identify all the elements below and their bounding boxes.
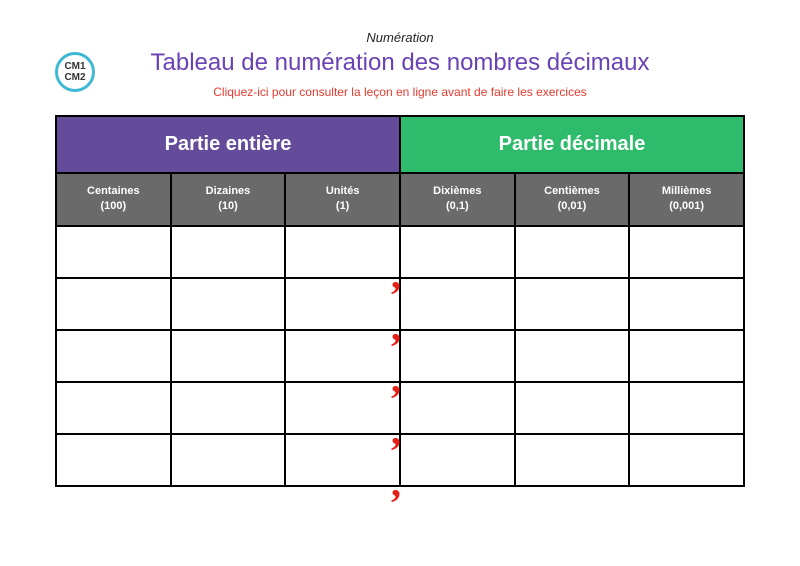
decimal-comma: , bbox=[391, 463, 401, 503]
data-cell[interactable] bbox=[629, 434, 744, 486]
col-unites: Unités(1) bbox=[285, 173, 400, 226]
section-entiere: Partie entière bbox=[56, 116, 400, 173]
section-decimale: Partie décimale bbox=[400, 116, 744, 173]
section-header-row: Partie entière Partie décimale bbox=[56, 116, 744, 173]
col-milliemes: Millièmes(0,001) bbox=[629, 173, 744, 226]
data-cell[interactable] bbox=[285, 226, 400, 278]
data-cell[interactable] bbox=[515, 226, 630, 278]
numeration-table: Partie entière Partie décimale Centaines… bbox=[55, 115, 745, 487]
decimal-comma: , bbox=[391, 307, 401, 347]
data-cell[interactable] bbox=[171, 434, 286, 486]
data-cell[interactable] bbox=[629, 330, 744, 382]
col-centaines: Centaines(100) bbox=[56, 173, 171, 226]
data-cell[interactable] bbox=[171, 226, 286, 278]
data-cell[interactable]: , bbox=[400, 330, 515, 382]
data-cell[interactable] bbox=[56, 434, 171, 486]
data-cell[interactable] bbox=[629, 226, 744, 278]
badge-line2: CM2 bbox=[64, 72, 85, 83]
data-cell[interactable] bbox=[56, 382, 171, 434]
data-cell[interactable] bbox=[285, 330, 400, 382]
col-dixiemes: Dixièmes(0,1) bbox=[400, 173, 515, 226]
data-cell[interactable] bbox=[171, 330, 286, 382]
data-cell[interactable] bbox=[285, 434, 400, 486]
column-header-row: Centaines(100) Dizaines(10) Unités(1) Di… bbox=[56, 173, 744, 226]
col-dizaines: Dizaines(10) bbox=[171, 173, 286, 226]
col-centiemes: Centièmes(0,01) bbox=[515, 173, 630, 226]
data-row: , bbox=[56, 226, 744, 278]
data-cell[interactable] bbox=[515, 382, 630, 434]
data-cell[interactable] bbox=[285, 278, 400, 330]
data-cell[interactable] bbox=[515, 434, 630, 486]
decimal-comma: , bbox=[391, 359, 401, 399]
table-container: Partie entière Partie décimale Centaines… bbox=[0, 115, 800, 487]
page-title: Tableau de numération des nombres décima… bbox=[0, 49, 800, 77]
grade-badge: CM1 CM2 bbox=[55, 52, 95, 92]
header-section: CM1 CM2 Numération Tableau de numération… bbox=[0, 0, 800, 115]
supertitle: Numération bbox=[0, 30, 800, 45]
data-cell[interactable] bbox=[285, 382, 400, 434]
data-cell[interactable] bbox=[515, 278, 630, 330]
data-cell[interactable] bbox=[171, 382, 286, 434]
data-cell[interactable]: , bbox=[400, 278, 515, 330]
data-cell[interactable] bbox=[56, 278, 171, 330]
decimal-comma: , bbox=[391, 255, 401, 295]
lesson-link[interactable]: Cliquez-ici pour consulter la leçon en l… bbox=[213, 85, 587, 99]
decimal-comma: , bbox=[391, 411, 401, 451]
data-cell[interactable] bbox=[629, 278, 744, 330]
data-cell[interactable] bbox=[56, 226, 171, 278]
badge-line1: CM1 bbox=[64, 61, 85, 72]
data-cell[interactable] bbox=[515, 330, 630, 382]
data-cell[interactable]: , bbox=[400, 382, 515, 434]
data-cell[interactable] bbox=[56, 330, 171, 382]
data-cell[interactable] bbox=[629, 382, 744, 434]
data-cell[interactable] bbox=[171, 278, 286, 330]
data-cell[interactable]: , bbox=[400, 434, 515, 486]
data-cell[interactable]: , bbox=[400, 226, 515, 278]
